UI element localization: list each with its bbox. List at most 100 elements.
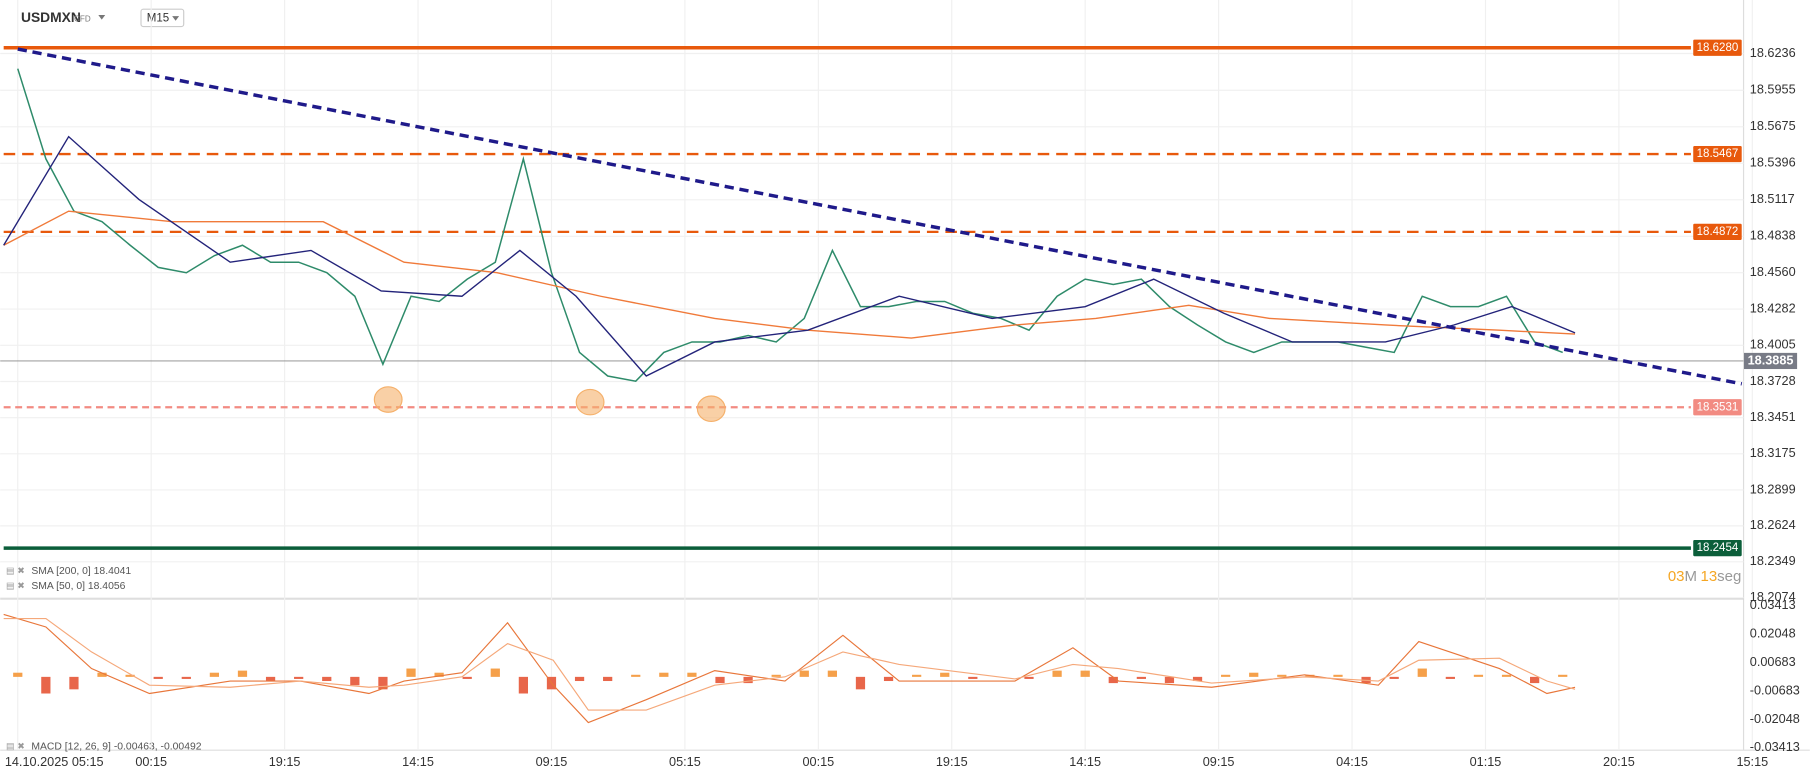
low-marker [696,395,726,422]
macd-tick-label: 0.00683 [1750,655,1796,669]
macd-histogram-bar [294,676,304,679]
macd-histogram-bar [265,676,276,682]
macd-histogram-bar [603,676,613,682]
x-tick-label: 14:15 [402,755,434,769]
low-marker [575,388,605,416]
macd-tick-label: 0.02048 [1750,627,1796,641]
y-tick-label: 18.3175 [1750,446,1796,460]
y-tick-label: 18.6236 [1750,46,1796,60]
macd-histogram-bar [490,668,500,677]
x-tick-label: 15:15 [1736,755,1768,769]
price-level-tag [1693,399,1742,416]
y-tick-label: 18.2899 [1750,482,1796,496]
macd-histogram-bar [97,672,107,677]
price-level-label: 18.4872 [1697,226,1739,238]
macd-histogram-bar [1221,674,1231,677]
macd-histogram-bar [968,676,978,679]
price-level-tag [1693,223,1742,240]
x-tick-label: 05:15 [669,755,701,769]
macd-histogram-bar [799,670,809,677]
symbol-dropdown[interactable] [98,15,106,20]
countdown-seconds-unit: seg [1717,568,1741,585]
countdown: 03M 13seg [1668,568,1742,585]
macd-histogram-bar [1249,672,1259,677]
x-tick-label: 14:15 [1069,755,1101,769]
macd-histogram-bar [1024,676,1034,679]
price-level-label: 18.3531 [1697,401,1739,413]
x-tick-label: 14.10.2025 05:15 [5,755,104,769]
legend-entry: SMA [50, 0] 18.4056 [31,581,125,592]
macd-tick-label: -0.02048 [1750,712,1800,726]
x-tick-label: 00:15 [135,755,167,769]
y-tick-label: 18.2349 [1750,554,1796,568]
macd-tick-label: 0.03413 [1750,598,1796,612]
trendline [17,47,1743,386]
price-level-label: 18.6280 [1697,42,1739,54]
last-price-label: 18.3885 [1748,353,1794,367]
macd-histogram-bar [1192,676,1203,682]
macd-histogram-bar [883,676,894,682]
macd-histogram-bar [1108,676,1118,684]
macd-histogram-bar [181,676,191,679]
countdown-seconds: 13 [1700,568,1717,585]
macd-histogram-bar [378,676,388,690]
macd-histogram-bar [743,676,753,684]
macd-histogram-bar [434,672,444,677]
macd-histogram-bar [855,676,866,690]
macd-histogram-bar [827,670,837,677]
last-price-tag [1744,352,1798,370]
macd-histogram-bar [125,674,135,677]
y-tick-label: 18.3728 [1750,374,1796,388]
macd-histogram-bar [574,676,585,682]
macd-histogram-bar [1473,674,1484,677]
y-tick-label: 18.4838 [1750,229,1796,243]
y-tick-label: 18.5396 [1750,156,1796,170]
macd-histogram-bar [659,672,669,677]
macd-histogram-bar [209,672,220,677]
x-tick-label: 20:15 [1603,755,1635,769]
macd-tick-label: -0.00683 [1750,683,1800,697]
macd-histogram-bar [406,668,416,677]
macd-histogram-bar [462,676,472,679]
x-tick-label: 09:15 [536,755,568,769]
price-level-tag [1693,145,1742,163]
y-tick-label: 18.4560 [1750,265,1796,279]
x-tick-label: 00:15 [802,755,834,769]
macd-legend: MACD [12, 26, 9] -0.00463, -0.00492 [31,741,201,752]
macd-line [3,618,1576,711]
timeframe-dropdown[interactable] [172,16,180,21]
macd-histogram-bar [518,676,529,694]
macd-histogram-bar [715,676,725,684]
macd-histogram-bar [631,674,641,677]
y-tick-label: 18.5955 [1750,83,1796,97]
legend-entry: SMA [200, 0] 18.4041 [31,566,131,577]
macd-histogram-bar [1501,674,1512,677]
macd-histogram-bar [940,672,950,677]
x-tick-label: 09:15 [1203,755,1235,769]
symbol[interactable]: USDMXN [21,9,81,25]
y-tick-label: 18.4282 [1750,301,1796,315]
macd-line [3,613,1576,724]
macd-histogram-bar [1052,670,1062,677]
x-tick-label: 01:15 [1470,755,1502,769]
macd-histogram-bar [1389,676,1399,679]
legend-icon[interactable]: ▤ ✖ [6,566,25,576]
y-tick-label: 18.5675 [1750,119,1796,133]
timeframe[interactable]: M15 [147,13,169,25]
macd-histogram-bar [1445,676,1455,679]
macd-histogram-bar [350,676,360,686]
y-tick-label: 18.3451 [1750,410,1796,424]
macd-histogram-bar [153,676,163,679]
x-tick-label: 19:15 [936,755,968,769]
macd-histogram-bar [1164,676,1175,684]
macd-tick-label: -0.03413 [1750,740,1800,754]
legend-icon[interactable]: ▤ ✖ [6,581,25,591]
macd-histogram-bar [1530,676,1540,684]
macd-legend-icon[interactable]: ▤ ✖ [6,741,25,751]
macd-histogram-bar [1417,668,1427,677]
y-tick-label: 18.2074 [1750,590,1796,604]
macd-histogram-bar [13,672,23,677]
low-marker [373,386,403,413]
macd-histogram-bar [1080,670,1090,677]
